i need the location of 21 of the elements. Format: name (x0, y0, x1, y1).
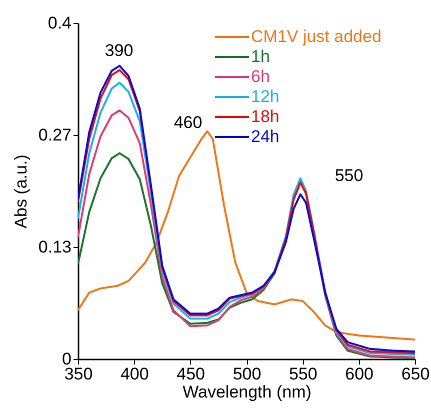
y-tick-label: 0.13 (38, 238, 72, 257)
annotation: 390 (104, 41, 134, 60)
legend-label: 18h (251, 107, 280, 126)
x-tick-label: 650 (401, 364, 430, 384)
annotation: 460 (174, 113, 202, 132)
legend-label: 1h (251, 47, 270, 66)
x-tick-label: 500 (232, 364, 262, 384)
x-axis-title: Wavelength (nm) (182, 382, 312, 402)
x-tick-label: 600 (345, 364, 374, 384)
y-axis-title: Abs (a.u.) (11, 154, 30, 228)
y-tick-label: 0.27 (38, 125, 72, 144)
legend-label: CM1V just added (251, 27, 382, 46)
x-tick-label: 450 (176, 364, 206, 384)
legend-label: 12h (251, 87, 280, 106)
y-tick-label: 0.4 (48, 14, 72, 32)
legend-label: 24h (251, 127, 280, 146)
annotation: 550 (334, 166, 364, 185)
legend-label: 6h (251, 67, 270, 86)
x-tick-label: 400 (120, 364, 149, 384)
line-series (78, 130, 415, 341)
x-tick-label: 550 (288, 364, 318, 384)
